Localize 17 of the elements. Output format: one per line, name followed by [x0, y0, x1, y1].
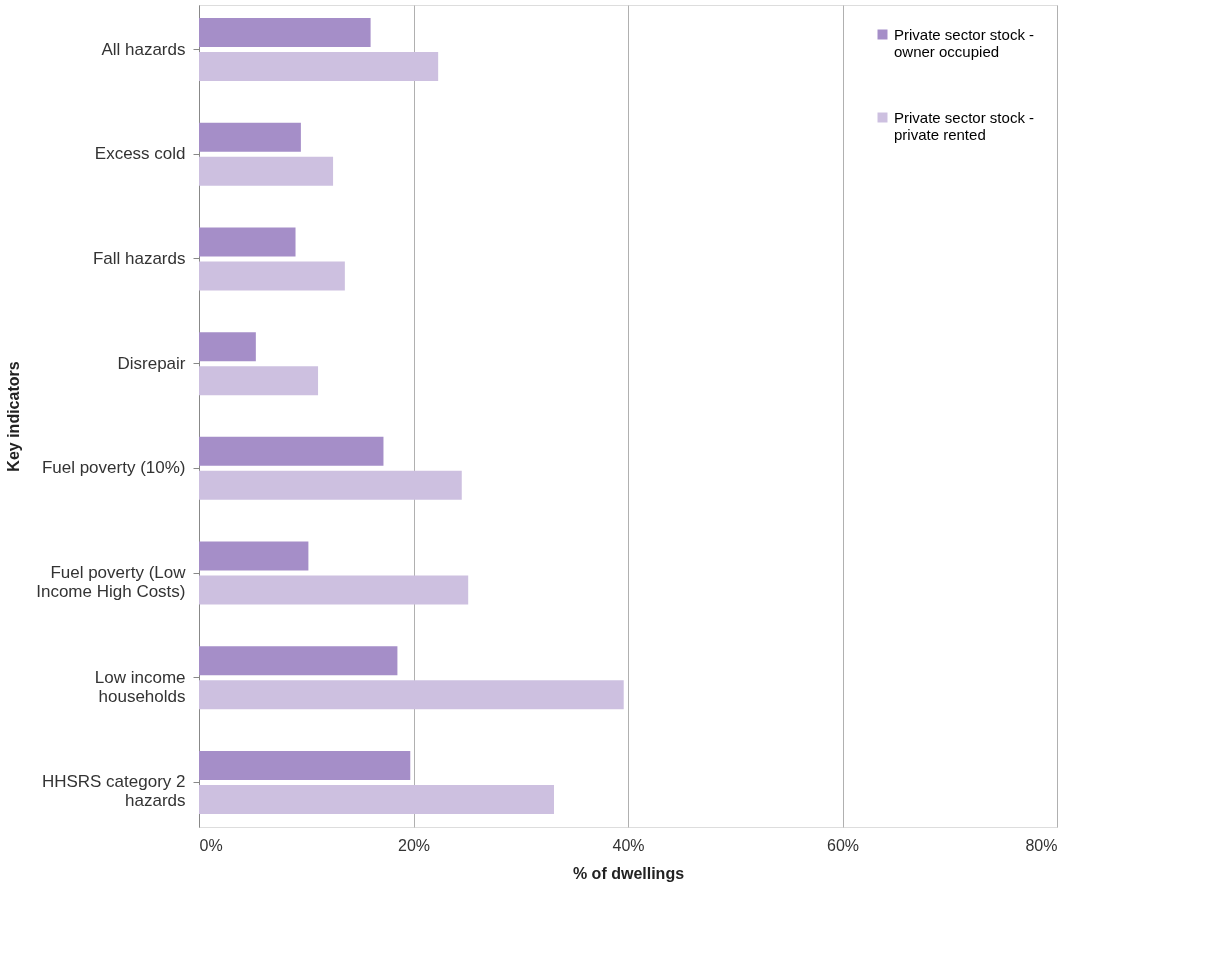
legend-label: Private sector stock - owner occupied — [894, 25, 1035, 60]
legend-label: Private sector stock - private rented — [894, 108, 1035, 143]
y-tick-label: Disrepair — [117, 353, 186, 373]
y-tick-label: All hazards — [101, 39, 186, 59]
y-tick-label: Fuel poverty (10%) — [41, 458, 186, 478]
x-tick-label: 0% — [199, 836, 223, 854]
x-tick-label: 80% — [1025, 836, 1058, 854]
x-tick-label: 40% — [612, 836, 645, 854]
y-tick-label: Fall hazards — [92, 248, 186, 268]
y-tick-label: Excess cold — [94, 144, 186, 164]
x-tick-label: 60% — [826, 836, 860, 854]
y-tick-label: HHSRS category 2 hazards — [41, 772, 186, 811]
y-axis-title: Key indicators — [5, 361, 23, 472]
y-tick-label: Low income households — [94, 667, 186, 706]
x-axis-title: % of dwellings — [572, 864, 685, 882]
x-tick-label: 20% — [397, 836, 431, 854]
y-tick-label: Fuel poverty (Low Income High Costs) — [36, 563, 187, 602]
